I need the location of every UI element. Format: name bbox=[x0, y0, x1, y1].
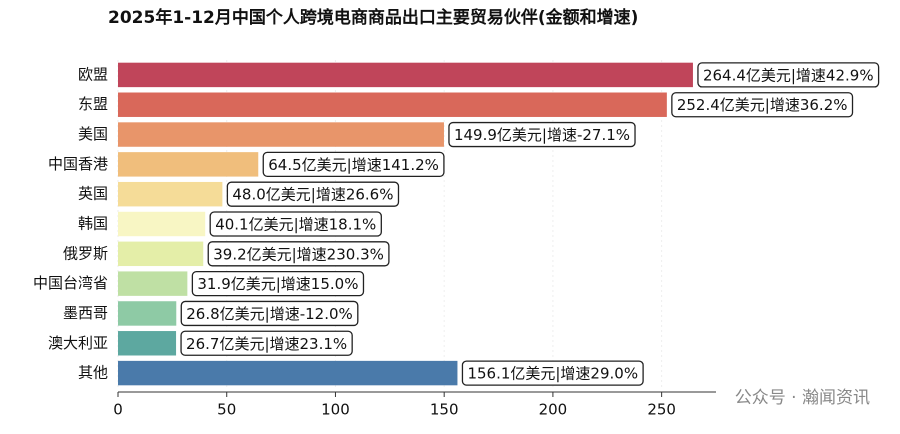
y-tick-label: 美国 bbox=[78, 125, 108, 143]
value-label-box bbox=[180, 300, 359, 327]
y-tick-label: 英国 bbox=[78, 185, 108, 203]
y-tick-label: 东盟 bbox=[78, 95, 108, 113]
value-label-box bbox=[262, 151, 445, 178]
x-tick-label: 250 bbox=[647, 401, 676, 419]
bar bbox=[118, 152, 259, 177]
bar bbox=[118, 181, 223, 207]
value-label: 264.4亿美元|增速42.9% bbox=[703, 66, 874, 84]
bar bbox=[118, 92, 667, 117]
value-label-box bbox=[191, 270, 365, 297]
bar bbox=[118, 331, 177, 356]
value-label: 149.9亿美元|增速-27.1% bbox=[454, 126, 630, 144]
bar bbox=[118, 301, 177, 326]
value-label: 26.8亿美元|增速-12.0% bbox=[186, 305, 353, 323]
value-label-box bbox=[448, 121, 636, 148]
value-label-box bbox=[209, 211, 382, 237]
y-tick-label: 其他 bbox=[78, 364, 108, 382]
value-label: 64.5亿美元|增速141.2% bbox=[268, 156, 439, 174]
bar bbox=[118, 241, 204, 267]
value-label-box bbox=[180, 330, 353, 356]
y-tick-label: 韩国 bbox=[78, 215, 108, 233]
value-label: 156.1亿美元|增速29.0% bbox=[467, 365, 638, 383]
value-label: 31.9亿美元|增速15.0% bbox=[197, 275, 358, 293]
y-tick-label: 欧盟 bbox=[78, 65, 108, 83]
value-label-box bbox=[461, 360, 644, 386]
value-label: 48.0亿美元|增速26.6% bbox=[232, 186, 393, 204]
value-label-box bbox=[671, 92, 854, 118]
watermark: 公众号 · 瀚闻资讯 bbox=[735, 388, 870, 408]
x-tick-label: 50 bbox=[217, 401, 236, 419]
x-tick-label: 200 bbox=[539, 401, 568, 419]
x-tick-label: 100 bbox=[321, 401, 350, 419]
chart-title: 2025年1-12月中国个人跨境电商商品出口主要贸易伙伴(金额和增速) bbox=[108, 7, 638, 28]
bar bbox=[118, 122, 444, 147]
value-label: 40.1亿美元|增速18.1% bbox=[215, 216, 376, 234]
bar bbox=[118, 360, 458, 386]
value-label-box bbox=[697, 62, 880, 88]
bar bbox=[118, 271, 188, 296]
x-tick-label: 150 bbox=[430, 401, 459, 419]
x-tick-label: 0 bbox=[113, 401, 123, 419]
y-tick-label: 澳大利亚 bbox=[48, 334, 108, 352]
value-label: 252.4亿美元|增速36.2% bbox=[677, 96, 848, 114]
value-label: 39.2亿美元|增速230.3% bbox=[213, 245, 384, 263]
bar bbox=[118, 62, 693, 88]
value-label-box bbox=[226, 181, 400, 207]
bar bbox=[118, 211, 206, 237]
y-tick-label: 俄罗斯 bbox=[63, 244, 108, 262]
value-label: 26.7亿美元|增速23.1% bbox=[186, 335, 347, 353]
value-label-box bbox=[207, 241, 390, 267]
y-tick-label: 墨西哥 bbox=[63, 304, 108, 322]
y-tick-label: 中国台湾省 bbox=[33, 274, 108, 292]
y-tick-label: 中国香港 bbox=[48, 155, 108, 173]
